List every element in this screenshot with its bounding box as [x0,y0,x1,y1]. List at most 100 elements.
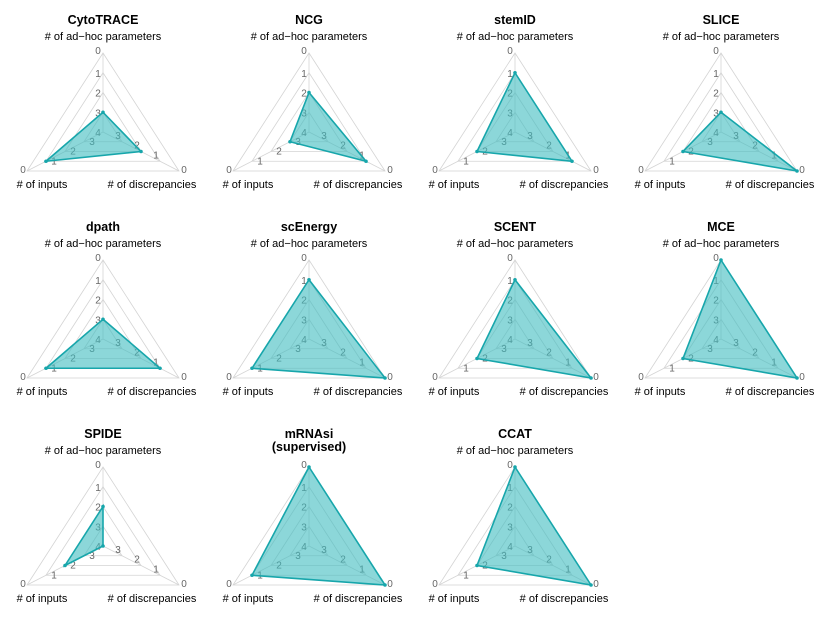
tick-label: 0 [799,165,805,176]
grid-ring [45,72,161,162]
axis-label-inputs: # of inputs [635,179,686,191]
data-point [589,583,593,587]
data-point [44,159,48,164]
axis-label-inputs: # of inputs [17,386,68,398]
axis-label-discrepancies: # of discrepancies [520,593,609,605]
axis-label-discrepancies: # of discrepancies [108,179,197,191]
axis-label-discrepancies: # of discrepancies [314,179,403,191]
tick-label: 0 [387,579,393,590]
axis-label-discrepancies: # of discrepancies [726,179,815,191]
tick-label: 0 [181,165,187,176]
data-point [101,544,105,548]
axis-label-discrepancies: # of discrepancies [314,593,403,605]
tick-label: 0 [638,165,644,176]
axis-label-adhoc: # of ad−hoc parameters [663,31,780,43]
radar-panel: stemID0001112223334# of ad−hoc parameter… [412,10,618,215]
data-point [795,169,799,173]
tick-label: 2 [95,296,101,307]
data-point [307,277,311,282]
tick-label: 0 [95,253,101,264]
axis-label-discrepancies: # of discrepancies [520,179,609,191]
grid-ring [26,466,180,586]
tick-label: 3 [95,108,101,119]
data-area [475,278,593,380]
radar-svg: 0001112223334# of ad−hoc parameters# of … [635,238,815,398]
tick-label: 2 [134,141,140,152]
radar-panel: CCAT0001112223334# of ad−hoc parameters#… [412,424,618,629]
tick-label: 3 [89,551,95,562]
radar-panel: SCENT0001112223334# of ad−hoc parameters… [412,217,618,422]
data-point [513,465,517,469]
grid-ring [438,52,592,172]
radar-svg: 0001112223334# of inputs# of discrepanci… [223,460,403,605]
axis-label-discrepancies: # of discrepancies [108,593,197,605]
data-point [475,563,479,568]
tick-label: 1 [463,156,469,167]
panel-title: CCAT [498,427,532,441]
tick-label: 3 [713,108,719,119]
axis-label-inputs: # of inputs [223,386,274,398]
tick-label: 0 [301,253,307,264]
data-point [158,366,162,371]
grid-ring [26,259,180,379]
radar-svg: 0001112223334# of ad−hoc parameters# of … [17,445,197,605]
radar-panel: CytoTRACE0001112223334# of ad−hoc parame… [0,10,206,215]
data-point [101,317,105,322]
panel-title: stemID [494,13,536,27]
axis-label-inputs: # of inputs [17,179,68,191]
panel-title: CytoTRACE [67,13,139,27]
data-point [44,366,48,371]
data-area [250,465,387,586]
tick-label: 1 [257,156,263,167]
data-area [43,318,163,370]
panel-title: NCG [295,13,323,27]
data-point [250,366,254,371]
tick-label: 1 [713,69,719,80]
radar-panel: dpath0001112223334# of ad−hoc parameters… [0,217,206,422]
tick-label: 1 [301,276,307,287]
tick-label: 0 [95,46,101,57]
data-point [475,356,479,361]
axis-label-adhoc: # of ad−hoc parameters [457,238,574,250]
data-point [513,70,517,75]
panel-title: SPIDE [84,427,122,441]
tick-label: 1 [669,363,675,374]
tick-label: 0 [20,579,26,590]
data-point [589,376,593,380]
tick-label: 3 [95,315,101,326]
axis-label-inputs: # of inputs [223,593,274,605]
axis-label-adhoc: # of ad−hoc parameters [251,238,368,250]
panel-title: scEnergy [280,220,338,234]
tick-label: 2 [70,561,76,572]
grid-spoke [102,545,180,586]
data-point [681,356,685,361]
tick-label: 1 [95,483,101,494]
panel-title: mRNAsi (supervised) [271,427,347,454]
tick-label: 1 [153,357,159,368]
grid-ring [251,72,367,162]
tick-label: 1 [463,363,469,374]
axis-label-discrepancies: # of discrepancies [108,386,197,398]
data-point [307,90,311,95]
data-point [101,110,105,115]
tick-label: 0 [226,165,232,176]
tick-label: 0 [181,372,187,383]
tick-label: 0 [593,579,599,590]
axis-label-inputs: # of inputs [17,593,68,605]
tick-label: 0 [713,46,719,57]
grid-ring [232,259,386,379]
axis-label-inputs: # of inputs [429,179,480,191]
data-point [250,573,254,578]
tick-label: 0 [432,165,438,176]
axis-label-adhoc: # of ad−hoc parameters [45,31,162,43]
axis-label-inputs: # of inputs [223,179,274,191]
axis-label-inputs: # of inputs [635,386,686,398]
data-point [364,159,368,164]
tick-label: 2 [95,503,101,514]
tick-label: 0 [226,579,232,590]
radar-panel: MCE0001112223334# of ad−hoc parameters# … [618,217,824,422]
axis-label-discrepancies: # of discrepancies [520,386,609,398]
radar-svg: 0001112223334# of ad−hoc parameters# of … [223,238,403,398]
tick-label: 1 [301,69,307,80]
